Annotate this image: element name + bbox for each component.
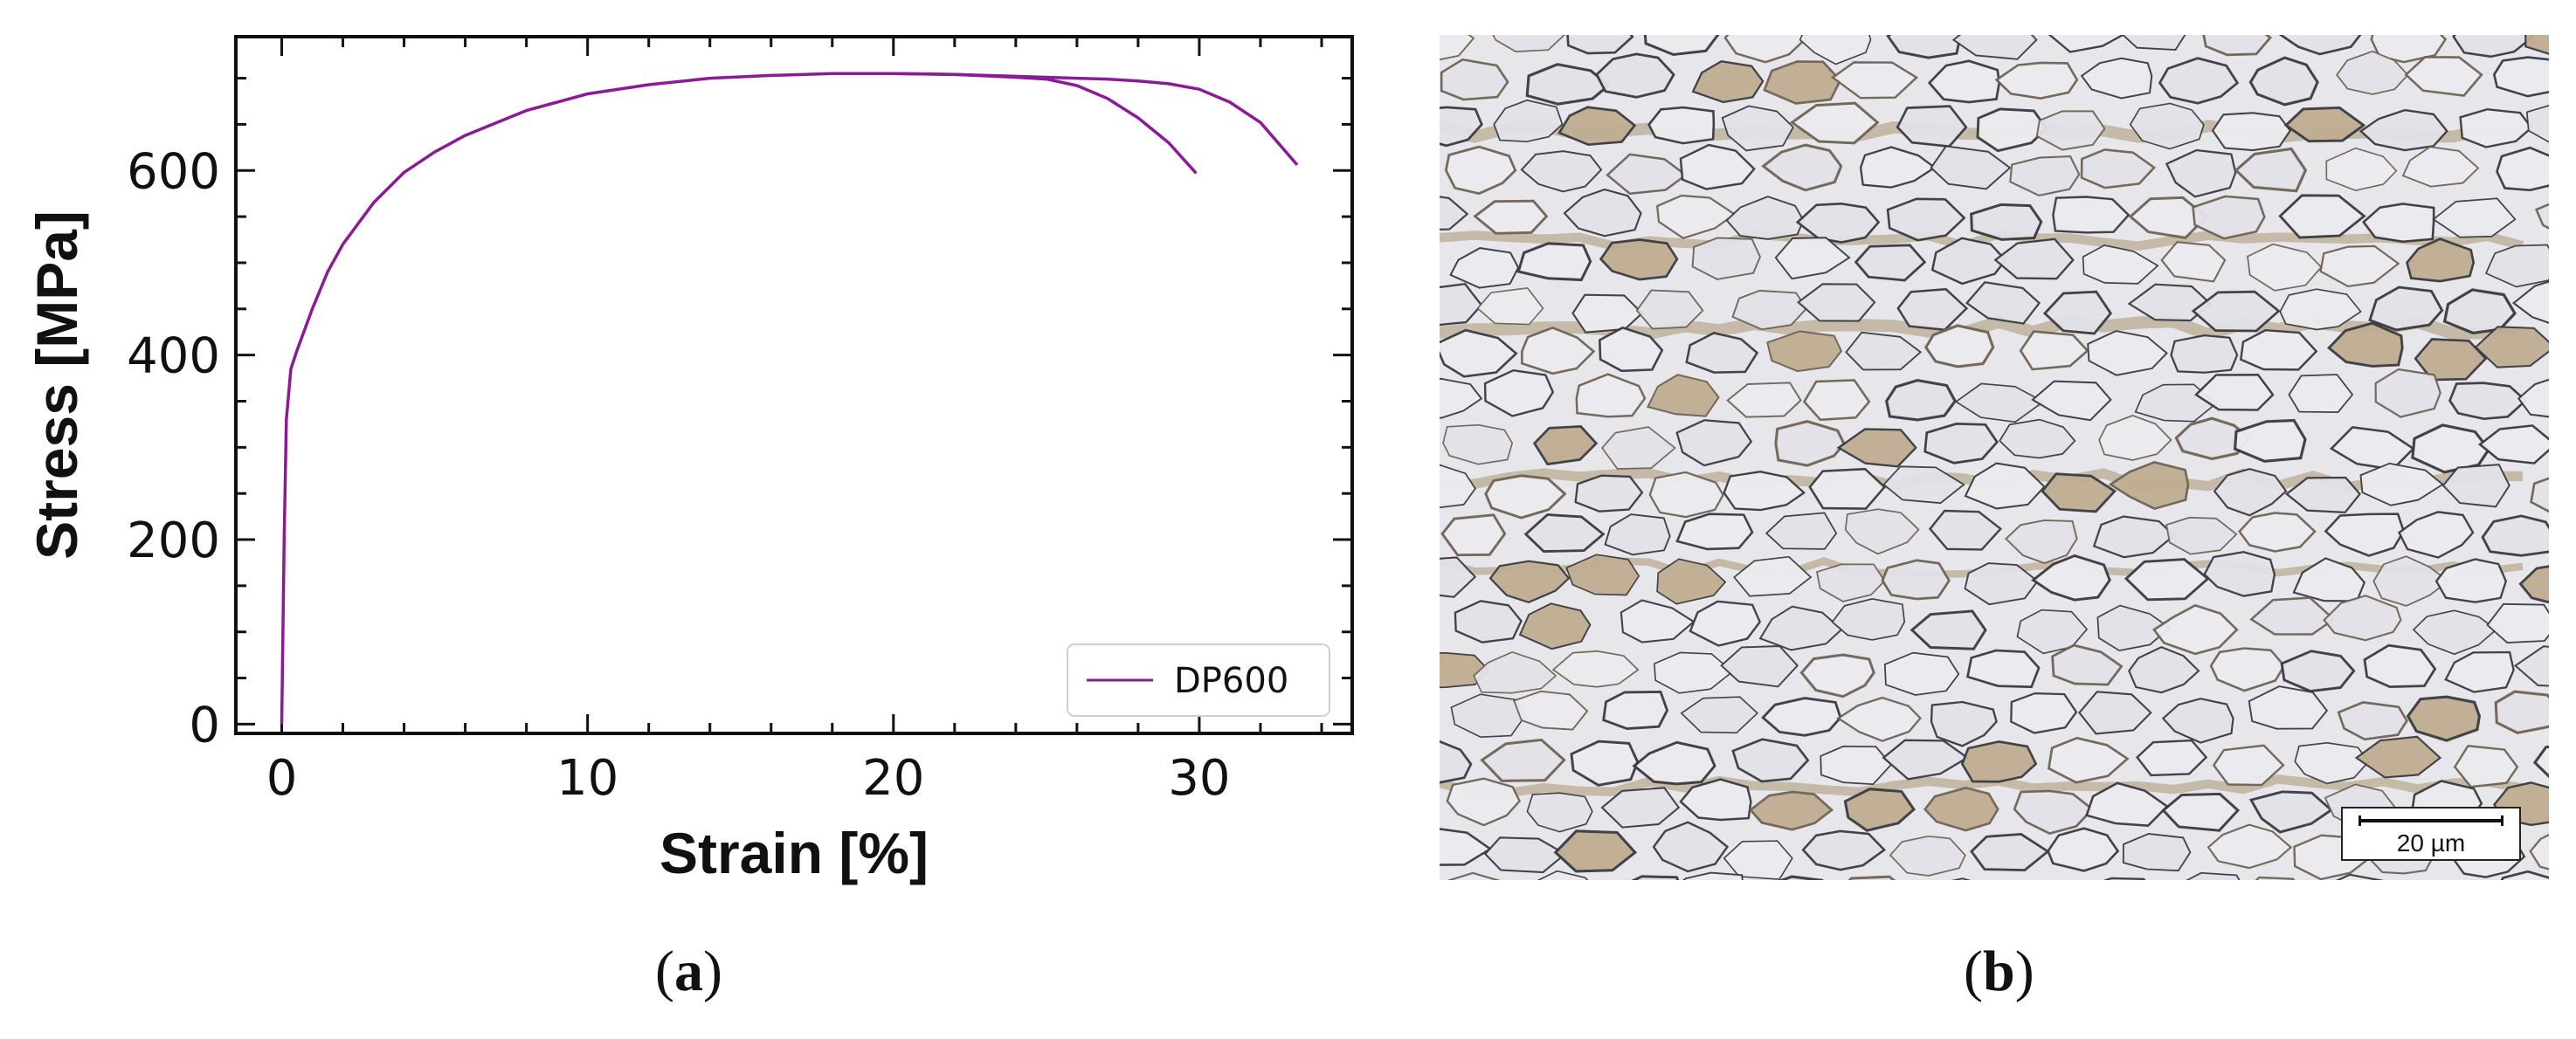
x-tick-label-1: 10 <box>556 750 618 807</box>
grain-structure <box>1440 35 2549 880</box>
scale-bar-label: 20 µm <box>2396 829 2466 857</box>
axes-frame <box>234 35 1354 735</box>
series-line-0 <box>280 72 1198 725</box>
x-tick-label-2: 20 <box>862 750 924 807</box>
legend: DP600 <box>1067 643 1330 717</box>
x-tick-label-0: 0 <box>266 750 298 807</box>
panel-label-b: (b) <box>1964 939 2034 1003</box>
tick-labels: 0 10 20 30 0 200 400 600 <box>127 143 1230 807</box>
y-tick-label-3: 600 <box>127 143 220 200</box>
x-axis-title: Strain [%] <box>660 821 929 885</box>
y-axis-title: Stress [MPa] <box>24 210 89 560</box>
y-tick-label-1: 200 <box>127 513 220 569</box>
x-tick-label-3: 30 <box>1168 750 1230 807</box>
series-lines <box>280 72 1299 725</box>
scale-bar <box>2358 815 2503 826</box>
micrograph-image: 20 µm <box>1440 35 2549 880</box>
series-line-1 <box>893 72 1299 167</box>
stress-strain-chart: 0 10 20 30 0 200 400 600 Strain [%] Stress [MPa… <box>24 35 1354 885</box>
plot-frame <box>234 35 1354 735</box>
legend-box <box>1067 643 1330 717</box>
panel-label-a: (a) <box>655 939 722 1003</box>
legend-label-dp600: DP600 <box>1174 661 1288 701</box>
y-tick-label-2: 400 <box>127 328 220 385</box>
scale-bar-box: 20 µm <box>2341 807 2521 861</box>
ticks <box>236 37 1352 733</box>
y-tick-label-0: 0 <box>189 697 220 753</box>
